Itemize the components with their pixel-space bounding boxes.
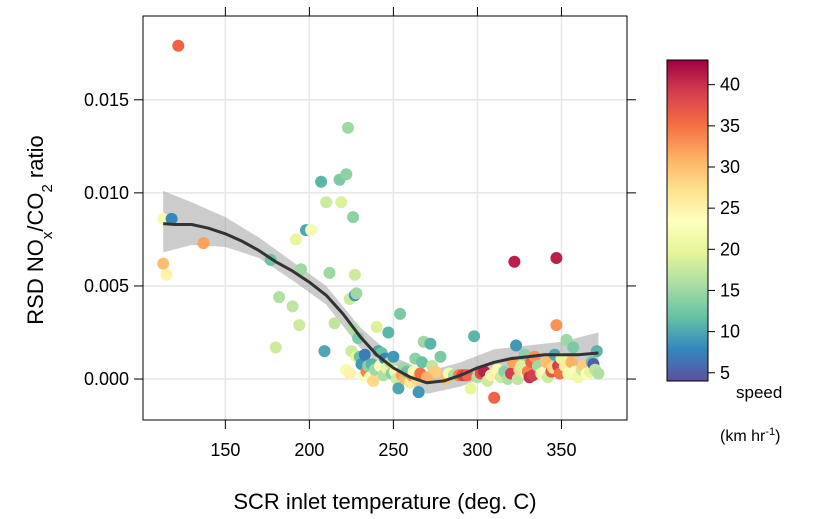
colorbar-title-line2-pre: (km hr xyxy=(720,428,766,445)
data-point xyxy=(289,233,302,246)
data-point xyxy=(565,356,578,369)
data-point xyxy=(157,257,170,270)
data-point xyxy=(157,212,170,225)
colorbar-tick-label: 20 xyxy=(720,239,740,259)
data-point xyxy=(392,382,405,395)
data-point xyxy=(358,348,371,361)
data-point xyxy=(424,337,437,350)
data-point xyxy=(320,196,333,209)
y-axis: 0.000 0.005 0.010 0.015 xyxy=(84,90,636,389)
colorbar-ticks: 5 10 15 20 25 30 35 40 xyxy=(708,75,740,383)
data-point xyxy=(295,263,307,276)
data-point xyxy=(382,326,395,339)
data-point xyxy=(328,317,341,330)
data-point xyxy=(269,341,282,354)
data-point xyxy=(510,339,523,352)
data-point xyxy=(293,319,306,332)
data-point xyxy=(416,356,428,369)
y-axis-label: RSD NOx/CO2 ratio xyxy=(23,135,56,324)
data-point xyxy=(464,382,477,395)
data-point xyxy=(305,224,318,237)
data-point xyxy=(343,367,356,380)
x-axis: 150 200 250 300 350 xyxy=(210,7,576,460)
y-axis-label-pre: RSD NO xyxy=(23,239,48,325)
data-point xyxy=(590,345,603,358)
x-tick-label: 350 xyxy=(546,440,576,460)
data-point xyxy=(160,268,173,281)
data-point xyxy=(550,319,563,332)
colorbar-tick-label: 30 xyxy=(720,157,740,177)
data-point xyxy=(347,211,360,224)
data-point xyxy=(323,266,336,279)
data-point xyxy=(370,320,383,333)
colorbar-title-line1: speed xyxy=(736,383,782,402)
data-point xyxy=(315,175,328,188)
colorbar-title-line2-sup: -1 xyxy=(765,426,775,438)
x-tick-label: 300 xyxy=(462,440,492,460)
data-point xyxy=(197,237,210,250)
y-tick-label: 0.010 xyxy=(84,183,129,203)
data-point xyxy=(412,386,425,399)
data-point xyxy=(352,332,365,345)
y-axis-label-sub2: 2 xyxy=(39,184,56,192)
data-point xyxy=(592,367,605,380)
data-point xyxy=(394,307,407,320)
data-point xyxy=(335,196,348,209)
x-tick-label: 200 xyxy=(294,440,324,460)
data-point xyxy=(567,341,580,354)
colorbar-tick-label: 35 xyxy=(720,116,740,136)
fit-line-path xyxy=(163,222,599,385)
speed-colorbar: 5 10 15 20 25 30 35 40 speed (km hr-1) xyxy=(666,59,782,445)
colorbar-title-line2: (km hr-1) xyxy=(720,426,780,445)
colorbar-tick-label: 15 xyxy=(720,280,740,300)
data-point xyxy=(340,168,353,181)
data-point xyxy=(488,391,501,404)
data-point xyxy=(387,350,400,363)
data-point xyxy=(350,287,363,300)
colorbar-tick-label: 40 xyxy=(720,75,740,95)
data-point xyxy=(165,212,178,225)
y-axis-label-mid: /CO xyxy=(23,193,48,232)
data-point xyxy=(429,365,442,378)
data-point xyxy=(508,255,521,268)
data-point xyxy=(367,374,380,387)
y-axis-label-sub1: x xyxy=(39,231,56,239)
x-tick-label: 150 xyxy=(210,440,240,460)
x-tick-label: 250 xyxy=(378,440,408,460)
data-point xyxy=(273,291,286,304)
colorbar-tick-label: 10 xyxy=(720,322,740,342)
data-point xyxy=(434,350,447,363)
x-axis-label: SCR inlet temperature (deg. C) xyxy=(233,489,536,514)
y-tick-label: 0.015 xyxy=(84,90,129,110)
data-point xyxy=(348,268,361,281)
colorbar-title-line2-post: ) xyxy=(775,428,780,445)
colorbar-gradient xyxy=(666,59,709,382)
data-point xyxy=(318,345,331,358)
data-point xyxy=(342,121,354,134)
colorbar-tick-label: 25 xyxy=(720,198,740,218)
data-point xyxy=(172,39,185,52)
colorbar-tick-label: 5 xyxy=(720,363,730,383)
data-point xyxy=(468,330,481,343)
y-tick-label: 0.000 xyxy=(84,369,129,389)
data-point xyxy=(550,252,563,264)
plot-frame xyxy=(142,15,628,421)
y-axis-label-post: ratio xyxy=(23,135,48,184)
y-tick-label: 0.005 xyxy=(84,276,129,296)
data-point xyxy=(286,300,299,313)
smooth-fit-line xyxy=(163,222,599,385)
